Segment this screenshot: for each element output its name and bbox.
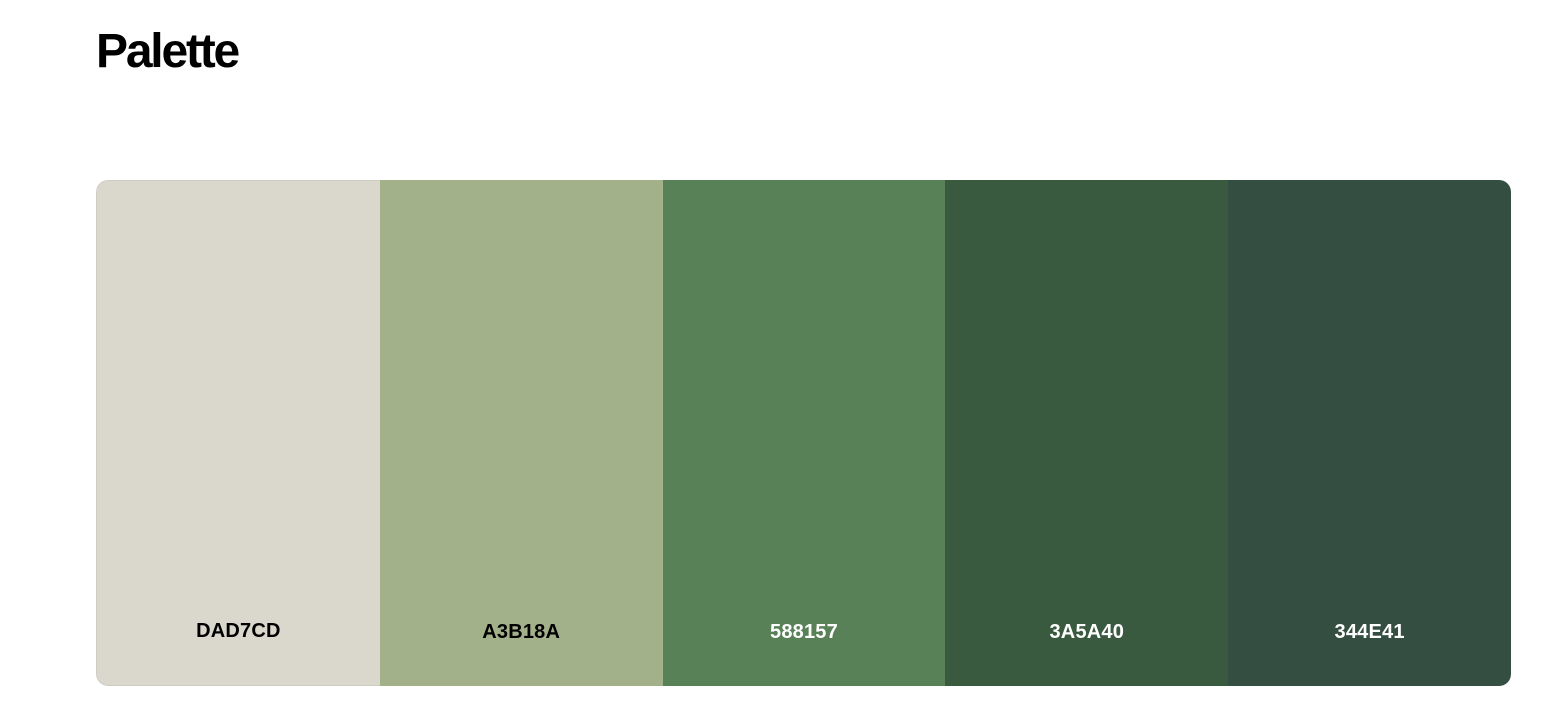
swatch-hex-label: 344E41 (1334, 621, 1405, 643)
page-title: Palette (96, 25, 240, 78)
color-palette: DAD7CD A3B18A 588157 3A5A40 344E41 (96, 180, 1511, 686)
swatch-hex-label: A3B18A (482, 621, 561, 643)
color-swatch-3a5a40[interactable]: 3A5A40 (945, 180, 1229, 686)
swatch-hex-label: 3A5A40 (1049, 621, 1125, 643)
color-swatch-588157[interactable]: 588157 (662, 180, 946, 686)
color-swatch-dad7cd[interactable]: DAD7CD (96, 180, 380, 686)
swatch-hex-label: DAD7CD (196, 620, 281, 642)
swatch-hex-label: 588157 (770, 621, 838, 643)
color-swatch-344e41[interactable]: 344E41 (1228, 180, 1511, 686)
color-swatch-a3b18a[interactable]: A3B18A (379, 180, 663, 686)
